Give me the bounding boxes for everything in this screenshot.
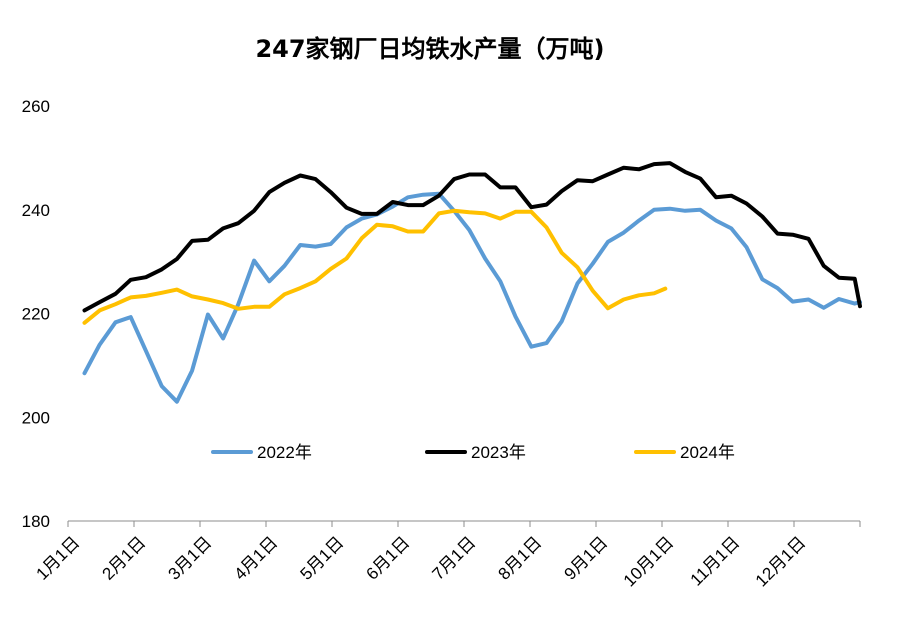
y-tick-label: 200 (22, 408, 50, 427)
x-tick-label: 12月1日 (752, 533, 810, 591)
series-layer (82, 161, 862, 404)
x-tick-label: 3月1日 (164, 533, 215, 584)
series-line-2023年 (82, 161, 862, 313)
series-line-2022年 (82, 191, 862, 404)
x-tick-label: 11月1日 (687, 533, 744, 590)
x-tick-label: 4月1日 (230, 533, 281, 584)
y-tick-label: 180 (22, 512, 50, 531)
x-tick-label: 8月1日 (494, 533, 545, 584)
x-tick-label: 1月1日 (32, 533, 83, 584)
axes: 180 200 220 240 260 1月1日 2月1日 3月1日 4月1日 5月1日 6月1日 7… (22, 97, 861, 591)
legend: 2022年 2023年 2024年 (211, 443, 735, 462)
legend-label: 2022年 (257, 443, 312, 462)
x-tick-label: 6月1日 (362, 533, 413, 584)
x-tick-label: 5月1日 (296, 533, 347, 584)
x-tick-label: 7月1日 (428, 533, 479, 584)
y-tick-label: 260 (22, 97, 50, 116)
y-tick-label: 220 (22, 305, 50, 324)
x-tick-label: 10月1日 (620, 533, 678, 591)
y-tick-label: 240 (22, 201, 50, 220)
x-tick-label: 9月1日 (560, 533, 611, 584)
chart-title: 247家钢厂日均铁水产量（万吨) (255, 35, 604, 63)
legend-label: 2024年 (680, 443, 735, 462)
series-line-2024年 (82, 208, 668, 325)
x-tick-label: 2月1日 (98, 533, 149, 584)
legend-label: 2023年 (471, 443, 526, 462)
